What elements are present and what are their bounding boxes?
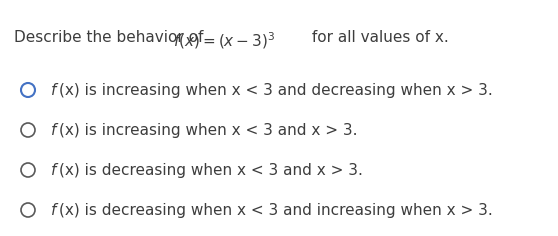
Text: $f$: $f$ [50, 122, 59, 138]
Text: (x) is decreasing when x < 3 and increasing when x > 3.: (x) is decreasing when x < 3 and increas… [59, 202, 493, 218]
Text: $f$: $f$ [50, 162, 59, 178]
Text: $f\left(x\right) = (x - 3)^3$: $f\left(x\right) = (x - 3)^3$ [172, 30, 275, 51]
Text: Describe the behavior of: Describe the behavior of [14, 30, 208, 45]
Text: (x) is increasing when x < 3 and x > 3.: (x) is increasing when x < 3 and x > 3. [59, 122, 358, 138]
Text: (x) is increasing when x < 3 and decreasing when x > 3.: (x) is increasing when x < 3 and decreas… [59, 83, 493, 97]
Text: for all values of x.: for all values of x. [307, 30, 449, 45]
Text: (x) is decreasing when x < 3 and x > 3.: (x) is decreasing when x < 3 and x > 3. [59, 163, 363, 177]
Text: $f$: $f$ [50, 202, 59, 218]
Text: $f$: $f$ [50, 82, 59, 98]
